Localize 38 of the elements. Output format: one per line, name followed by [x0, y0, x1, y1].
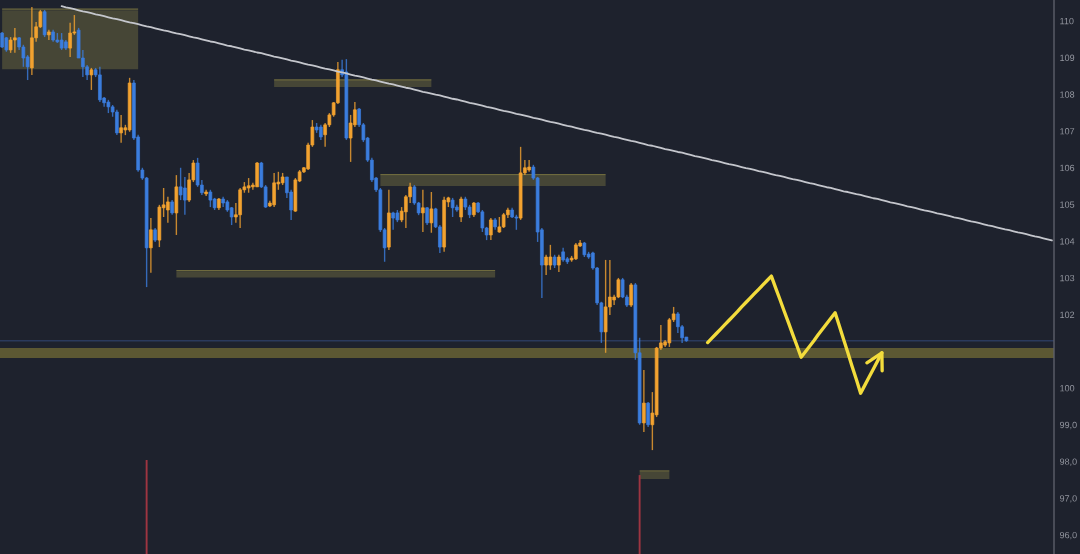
y-tick-label: 102	[1060, 311, 1075, 318]
candlestick	[646, 401, 650, 428]
y-tick-label: 100	[1060, 385, 1075, 392]
candlestick	[42, 9, 47, 38]
y-tick-label: 99,0	[1059, 421, 1077, 430]
candlestick	[429, 191, 434, 234]
candlestick	[421, 189, 425, 233]
y-tick-label: 97,0	[1059, 495, 1077, 503]
candlestick	[548, 244, 553, 271]
line-series	[60, 5, 1053, 242]
y-tick-label: 98,0	[1059, 458, 1077, 466]
candlestick	[544, 254, 548, 276]
candlestick	[115, 109, 119, 136]
candlestick	[629, 282, 633, 308]
candlestick	[450, 197, 455, 218]
candlestick	[119, 114, 123, 144]
candlestick	[183, 176, 187, 216]
candlestick	[166, 196, 170, 224]
y-tick-label: 96,0	[1059, 531, 1077, 540]
y-tick-label: 105	[1060, 201, 1075, 208]
candlestick	[642, 369, 646, 433]
candlestick	[149, 217, 153, 274]
y-tick-label: 109	[1060, 54, 1075, 61]
y-tick-label: 106	[1060, 164, 1075, 172]
y-tick-label: 103	[1060, 274, 1075, 282]
candlestick	[89, 67, 94, 91]
y-tick-label: 104	[1060, 238, 1075, 245]
candlestick	[255, 161, 259, 188]
y-tick-label: 108	[1060, 91, 1075, 98]
candlestick	[13, 27, 17, 54]
candlestick	[489, 217, 493, 241]
y-tick-label: 107	[1060, 128, 1075, 135]
y-tick-label: 110	[1060, 17, 1074, 25]
candlestick	[667, 317, 672, 348]
line-series	[705, 274, 884, 395]
candlestick	[459, 196, 463, 223]
candlestick	[272, 172, 276, 208]
candlestick	[68, 22, 72, 58]
